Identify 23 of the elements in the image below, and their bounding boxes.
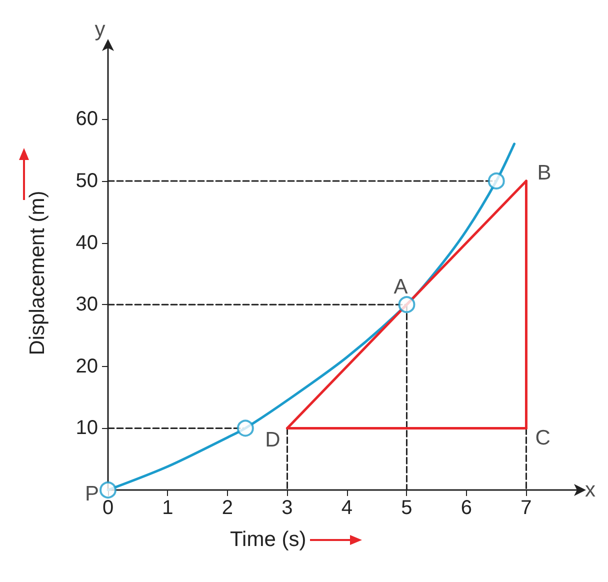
annotation: A (394, 276, 408, 299)
y-tick-label: 40 (76, 232, 98, 254)
x-tick-label: 4 (341, 497, 353, 519)
y-tick-label: 60 (76, 108, 98, 130)
x-tick-label: 2 (222, 497, 234, 519)
y-axis-title: Displacement (m) (26, 190, 50, 356)
annotation: B (537, 161, 552, 184)
annotation: D (265, 428, 280, 452)
x-tick-label: 6 (460, 497, 472, 519)
x-tick-label: 1 (162, 497, 174, 519)
x-tick-label: 0 (102, 497, 114, 519)
y-tick-label: 20 (76, 355, 98, 378)
y-tick-label: 30 (76, 294, 98, 316)
y-tick-label: 50 (76, 170, 98, 192)
annotation: P (84, 482, 99, 506)
y-tick-label: 10 (76, 417, 98, 440)
x-tick-label: 7 (520, 497, 532, 519)
x-tick-label: 5 (401, 497, 412, 519)
x-tick-label: 3 (282, 497, 293, 519)
text: y (94, 18, 106, 41)
x-axis-title: Time (s) (230, 528, 306, 552)
text: x (585, 478, 596, 502)
annotation: C (535, 426, 550, 450)
